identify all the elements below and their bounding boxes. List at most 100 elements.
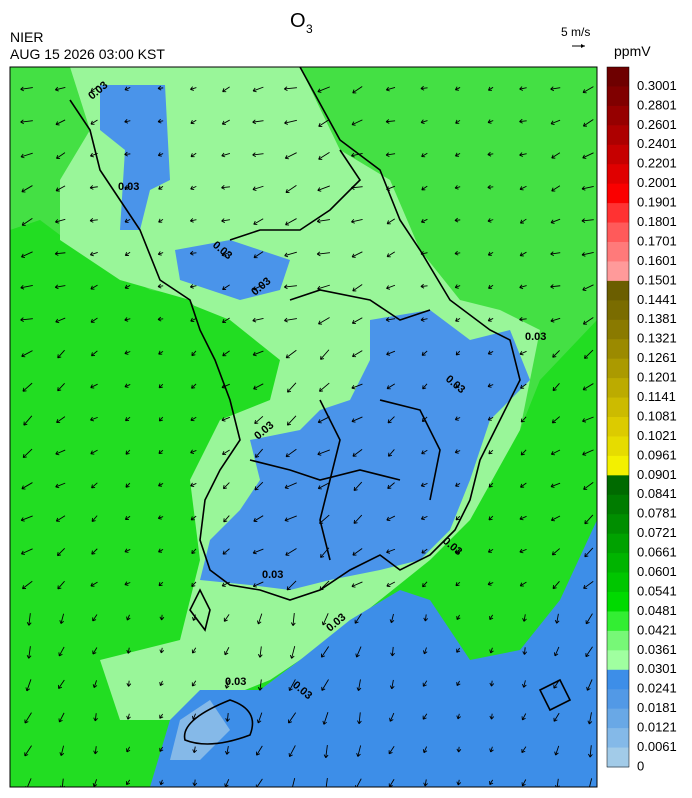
colorbar-cell bbox=[607, 533, 629, 554]
wind-arrow bbox=[582, 152, 594, 159]
wind-arrow bbox=[317, 482, 330, 490]
colorbar-cell bbox=[607, 611, 629, 632]
contour-label: 0.03 bbox=[262, 569, 283, 581]
wind-arrow bbox=[317, 86, 330, 93]
wind-arrow bbox=[54, 284, 66, 290]
wind-arrow bbox=[285, 218, 297, 226]
colorbar-label: 0.1141 bbox=[637, 389, 676, 404]
wind-arrow bbox=[316, 251, 331, 257]
wind-arrow bbox=[159, 680, 164, 687]
wind-arrow bbox=[21, 482, 33, 490]
colorbar-label: 0.1201 bbox=[637, 370, 677, 385]
wind-arrow bbox=[55, 317, 66, 324]
colorbar-frame bbox=[606, 66, 630, 768]
wind-arrow bbox=[124, 251, 131, 256]
wind-arrow bbox=[21, 251, 33, 258]
wind-arrow bbox=[316, 218, 331, 224]
wind-arrow bbox=[585, 613, 593, 625]
wind-arrow bbox=[487, 251, 494, 256]
colorbar-unit: ppmV bbox=[614, 43, 651, 59]
blue-region bbox=[150, 520, 597, 787]
wind-arrow bbox=[191, 581, 197, 587]
wind-arrow bbox=[20, 515, 33, 522]
wind-arrow bbox=[319, 382, 330, 392]
wind-arrow bbox=[290, 778, 296, 787]
wind-arrow bbox=[158, 416, 164, 422]
wind-arrow bbox=[252, 350, 264, 357]
wind-arrow bbox=[389, 712, 395, 722]
wind-arrow bbox=[584, 349, 594, 359]
wind-arrow bbox=[489, 614, 494, 621]
wind-arrow bbox=[387, 449, 395, 457]
wind-arrow bbox=[124, 548, 131, 553]
wind-arrow bbox=[224, 679, 230, 689]
wind-arrow bbox=[21, 218, 33, 226]
wind-arrow bbox=[351, 317, 363, 325]
wind-arrow bbox=[91, 482, 98, 489]
wind-arrow bbox=[519, 284, 527, 290]
wind-arrow bbox=[320, 547, 330, 558]
wind-arrow bbox=[55, 185, 66, 192]
colorbar-label: 0.0181 bbox=[637, 700, 677, 715]
wind-arrow bbox=[522, 680, 527, 688]
wind-arrow bbox=[20, 284, 33, 290]
colorbar-cell bbox=[607, 144, 629, 165]
colorbar-label: 0.0541 bbox=[637, 583, 677, 598]
wind-arrow bbox=[552, 350, 560, 358]
wind-arrow bbox=[551, 548, 560, 556]
wind-arrow bbox=[456, 680, 461, 687]
wind-arrow bbox=[253, 383, 264, 390]
wind-arrow bbox=[389, 613, 395, 624]
wind-arrow bbox=[189, 284, 197, 289]
colorbar-label: 0.1601 bbox=[637, 253, 677, 268]
wind-arrow bbox=[252, 152, 264, 158]
wind-arrow bbox=[158, 383, 164, 389]
wind-arrow bbox=[422, 581, 428, 588]
wind-arrow bbox=[191, 350, 197, 357]
wind-arrow bbox=[553, 679, 560, 689]
wind-arrow bbox=[158, 350, 164, 355]
wind-arrow bbox=[454, 284, 461, 289]
wind-arrow bbox=[386, 251, 396, 258]
wind-arrow bbox=[487, 218, 494, 223]
wind-arrow bbox=[552, 581, 560, 590]
wind-arrow bbox=[55, 449, 66, 456]
wind-arrow bbox=[159, 779, 164, 786]
wind-arrow bbox=[387, 482, 395, 489]
wind-arrow bbox=[554, 613, 560, 624]
wind-arrow bbox=[519, 118, 527, 124]
wind-arrow bbox=[385, 152, 396, 158]
wind-arrow bbox=[488, 449, 494, 455]
wind-arrow bbox=[257, 646, 263, 658]
wind-arrow bbox=[554, 745, 560, 756]
coastlines bbox=[69, 67, 572, 745]
wind-arrow bbox=[159, 746, 164, 752]
colorbar-label: 0 bbox=[637, 758, 644, 773]
wind-arrow bbox=[222, 449, 230, 456]
wind-arrow bbox=[519, 515, 527, 521]
wind-arrow bbox=[157, 316, 164, 322]
wind-arrow bbox=[222, 482, 230, 490]
wind-arrow bbox=[124, 218, 131, 223]
wind-arrow bbox=[124, 119, 131, 124]
wind-arrow bbox=[125, 416, 131, 422]
wind-arrow bbox=[221, 218, 231, 223]
wind-arrow bbox=[455, 350, 461, 356]
wind-arrow bbox=[126, 680, 132, 687]
wind-arrow bbox=[353, 514, 363, 524]
wind-arrow bbox=[519, 152, 527, 157]
wind-arrow bbox=[421, 416, 428, 423]
wind-arrow bbox=[519, 316, 527, 322]
wind-arrow bbox=[255, 448, 263, 458]
colorbar-cell bbox=[607, 669, 629, 690]
wind-arrow bbox=[192, 746, 197, 754]
wind-arrow bbox=[125, 449, 131, 455]
wind-arrow bbox=[455, 119, 461, 124]
wind-arrow bbox=[582, 383, 594, 391]
wind-arrow bbox=[552, 383, 560, 392]
wind-arrow bbox=[90, 416, 98, 422]
wind-arrow bbox=[351, 119, 363, 126]
colorbar-cell bbox=[607, 261, 629, 282]
wind-arrow bbox=[421, 350, 428, 356]
wind-arrow bbox=[286, 580, 297, 591]
